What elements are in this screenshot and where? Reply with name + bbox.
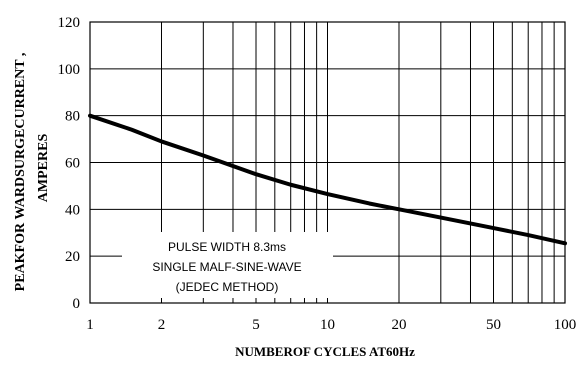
marks [88,113,567,246]
plot-frame [89,21,566,304]
y-tick-label: 40 [65,202,80,218]
y-tick-label: 0 [73,296,81,312]
x-tick-label: 5 [252,317,260,333]
y-tick-label: 60 [65,156,80,172]
y-axis-label-line1: PEAKFOR WARDSURGECURRENT , [13,53,28,292]
annotation-line-1: PULSE WIDTH 8.3ms [168,240,286,254]
y-axis-label-line2: AMPERES [36,134,51,203]
x-tick-label: 1 [86,317,94,333]
x-tick-label: 20 [391,317,406,333]
annotation-block: PULSE WIDTH 8.3ms SINGLE MALF-SINE-WAVE … [122,232,333,298]
x-tick-label: 10 [320,317,335,333]
annotation-line-3: (JEDEC METHOD) [176,280,279,294]
y-tick-label: 120 [58,15,81,31]
series-line [88,113,567,246]
ticks: 1 2 5 10 20 50 100 0 20 40 60 80 100 120 [58,15,577,333]
x-tick-label: 50 [486,317,501,333]
x-tick-label: 2 [158,317,166,333]
annotation-line-2: SINGLE MALF-SINE-WAVE [152,260,301,274]
x-axis-label: NUMBEROF CYCLES AT60Hz [235,344,415,359]
x-tick-label: 100 [554,317,577,333]
y-tick-label: 100 [58,62,81,78]
y-tick-label: 20 [65,249,80,265]
y-tick-label: 80 [65,109,80,125]
annotation-background [122,232,333,298]
labels: PEAKFOR WARDSURGECURRENT , AMPERES NUMBE… [13,53,415,359]
